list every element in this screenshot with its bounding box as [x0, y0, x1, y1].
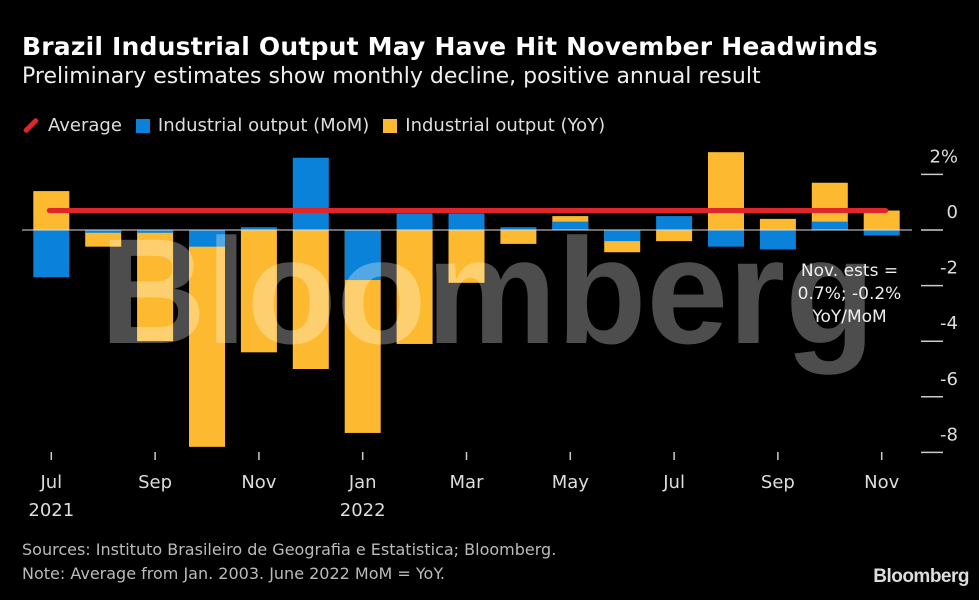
- annotation-line: 0.7%; -0.2%: [797, 284, 902, 304]
- bar-mom: [811, 221, 848, 230]
- x-tick-year-label: 2022: [340, 500, 386, 521]
- x-tick-label: Sep: [138, 472, 172, 493]
- bar-yoy: [500, 230, 537, 244]
- bar-yoy: [759, 218, 796, 230]
- bar-mom: [344, 230, 381, 281]
- x-tick-label: Nov: [864, 472, 899, 493]
- legend: Average Industrial output (MoM) Industri…: [22, 115, 619, 136]
- bar-mom: [863, 230, 900, 236]
- chart-subtitle: Preliminary estimates show monthly decli…: [22, 64, 761, 89]
- bar-mom: [396, 213, 433, 230]
- x-tick-label: Sep: [761, 472, 795, 493]
- legend-swatch: [383, 118, 398, 133]
- annotation-line: YoY/MoM: [812, 307, 887, 327]
- bar-mom: [708, 230, 744, 247]
- legend-item-average: Average: [22, 115, 122, 136]
- bar-mom: [656, 216, 693, 230]
- sources-note: Sources: Instituto Brasileiro de Geograf…: [22, 540, 557, 559]
- x-tick-label: Mar: [450, 472, 485, 493]
- legend-item-yoy: Industrial output (YoY): [383, 115, 605, 136]
- bar-yoy: [708, 152, 744, 230]
- bar-yoy: [656, 230, 693, 242]
- x-tick-year-label: 2021: [28, 500, 74, 521]
- bar-mom: [448, 213, 485, 230]
- legend-item-mom: Industrial output (MoM): [135, 115, 370, 136]
- bar-mom: [137, 230, 174, 233]
- legend-label: Average: [48, 115, 122, 136]
- legend-label: Industrial output (MoM): [157, 115, 370, 136]
- y-tick-label: -2: [940, 258, 958, 279]
- bar-yoy: [85, 230, 122, 247]
- bar-mom: [33, 230, 70, 278]
- bar-mom: [240, 227, 277, 230]
- bar-yoy: [292, 230, 329, 369]
- watermark: Bloomberg: [100, 207, 875, 375]
- bar-yoy: [863, 210, 900, 230]
- bar-mom: [292, 157, 329, 230]
- bar-yoy: [240, 230, 277, 353]
- y-tick-label: -4: [940, 313, 958, 334]
- bar-mom: [759, 230, 796, 250]
- legend-swatch: [135, 118, 150, 133]
- annotation: Nov. ests = 0.7%; -0.2% YoY/MoM: [782, 260, 917, 329]
- bar-yoy: [137, 230, 174, 342]
- x-tick-label: Jul: [662, 472, 685, 493]
- bar-mom: [189, 230, 225, 247]
- y-tick-label: -8: [940, 424, 958, 445]
- y-tick-label: 0: [947, 202, 958, 223]
- chart-title: Brazil Industrial Output May Have Hit No…: [22, 32, 878, 61]
- bar-mom: [500, 227, 537, 230]
- annotation-line: Nov. ests =: [800, 261, 899, 281]
- bar-mom: [552, 221, 589, 230]
- bar-mom: [85, 230, 122, 233]
- footnote: Note: Average from Jan. 2003. June 2022 …: [22, 564, 445, 583]
- bar-yoy: [448, 230, 485, 283]
- bar-yoy: [189, 230, 225, 447]
- legend-label: Industrial output (YoY): [405, 115, 606, 136]
- x-tick-label: Jul: [39, 472, 62, 493]
- y-tick-label: 2%: [929, 146, 958, 167]
- x-tick-label: May: [552, 472, 590, 493]
- y-tick-label: -6: [940, 369, 958, 390]
- x-tick-label: Nov: [241, 472, 276, 493]
- bloomberg-logo: Bloomberg: [873, 566, 969, 587]
- x-tick-label: Jan: [348, 472, 377, 493]
- bar-mom: [604, 230, 641, 242]
- bar-yoy: [396, 230, 433, 344]
